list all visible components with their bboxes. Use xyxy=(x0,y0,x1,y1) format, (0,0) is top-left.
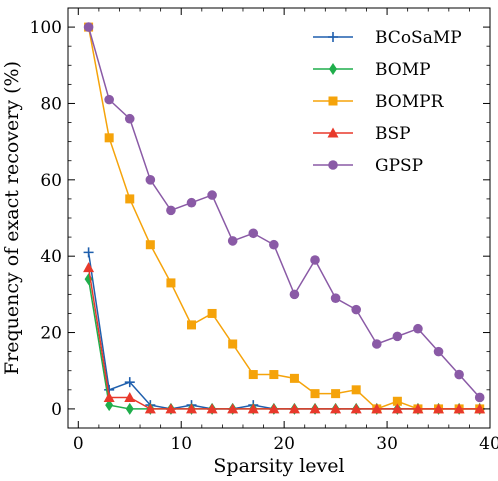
data-point xyxy=(104,133,114,143)
data-point xyxy=(207,190,217,200)
legend-item-gpsp: GPSP xyxy=(313,156,423,176)
x-axis-label: Sparsity level xyxy=(213,455,344,477)
data-point xyxy=(351,385,361,395)
data-point xyxy=(145,175,156,185)
data-point xyxy=(412,403,424,414)
data-point xyxy=(206,403,218,414)
data-point xyxy=(330,293,341,303)
x-tick-label: 20 xyxy=(273,434,295,454)
data-point xyxy=(124,391,136,402)
data-point xyxy=(105,399,114,412)
x-tick-label: 0 xyxy=(73,434,84,454)
data-point xyxy=(83,247,94,258)
y-tick-label: 40 xyxy=(40,247,62,267)
legend-label: BSP xyxy=(375,124,411,144)
series-bompr xyxy=(84,22,485,414)
data-point xyxy=(125,402,134,415)
data-point xyxy=(227,236,238,246)
data-point xyxy=(166,205,176,216)
data-point xyxy=(371,339,382,349)
y-tick-label: 0 xyxy=(51,400,62,420)
data-point xyxy=(103,391,115,402)
y-tick-label: 80 xyxy=(40,94,62,114)
data-point xyxy=(433,403,445,414)
legend-marker xyxy=(327,127,339,138)
data-point xyxy=(350,403,362,414)
data-point xyxy=(248,228,259,239)
data-point xyxy=(289,289,300,300)
data-point xyxy=(269,239,279,250)
legend-label: BCoSaMP xyxy=(375,28,462,48)
data-point xyxy=(104,94,114,105)
data-point xyxy=(83,262,95,273)
axes: 0 10 20 30 40 0 20 40 60 80 100 Sparsity level Frequ… xyxy=(1,7,498,477)
legend-marker xyxy=(328,32,338,42)
data-point xyxy=(165,403,177,414)
series-line xyxy=(87,267,480,410)
data-point xyxy=(433,346,444,357)
x-tick-label: 30 xyxy=(376,434,398,454)
legend-item-bcosamp: BCoSaMP xyxy=(313,28,462,48)
data-point xyxy=(453,403,465,414)
data-point xyxy=(124,377,135,388)
series-line xyxy=(87,278,480,410)
y-axis-label: Frequency of exact recovery (%) xyxy=(1,61,23,375)
data-point xyxy=(227,403,239,414)
data-point xyxy=(392,331,403,342)
series-bcosamp xyxy=(83,247,485,414)
data-point xyxy=(186,197,197,208)
data-point xyxy=(269,370,279,380)
data-point xyxy=(145,240,155,250)
data-point xyxy=(187,320,197,330)
series-gpsp xyxy=(83,22,485,403)
data-point xyxy=(309,403,321,414)
data-point xyxy=(125,194,135,204)
data-point xyxy=(310,389,320,399)
data-point xyxy=(124,113,135,124)
y-tick-label: 20 xyxy=(40,324,62,344)
data-point xyxy=(144,403,156,414)
data-point xyxy=(83,22,94,32)
data-point xyxy=(371,403,383,414)
legend-item-bompr: BOMPR xyxy=(313,92,445,112)
legend-item-bsp: BSP xyxy=(313,124,411,144)
data-point xyxy=(268,403,280,414)
plot-area xyxy=(83,22,486,415)
data-point xyxy=(228,339,238,349)
series-bsp xyxy=(83,262,486,414)
data-point xyxy=(207,308,217,318)
data-point xyxy=(289,373,299,383)
data-point xyxy=(288,403,300,414)
y-tick-label: 60 xyxy=(40,171,62,191)
data-point xyxy=(186,403,198,414)
legend-item-bomp: BOMP xyxy=(313,60,431,80)
data-point xyxy=(454,369,464,380)
data-point xyxy=(474,403,486,414)
legend: BCoSaMP BOMP BOMPR BSP GPSP xyxy=(313,28,462,176)
data-point xyxy=(330,403,342,414)
data-point xyxy=(392,396,402,406)
data-point xyxy=(474,392,485,403)
data-point xyxy=(413,323,423,334)
legend-marker xyxy=(329,63,337,75)
x-tick-label: 40 xyxy=(479,434,498,454)
y-tick-label: 100 xyxy=(30,18,62,38)
data-point xyxy=(166,278,176,288)
data-point xyxy=(248,370,258,380)
legend-label: BOMPR xyxy=(375,92,445,112)
data-point xyxy=(247,403,259,414)
legend-marker xyxy=(328,96,338,106)
legend-label: GPSP xyxy=(375,156,423,176)
series-bomp xyxy=(84,273,484,415)
data-point xyxy=(331,389,341,399)
series-line xyxy=(87,26,481,398)
series-line xyxy=(87,26,480,410)
data-point xyxy=(351,304,361,315)
legend-marker xyxy=(328,160,338,170)
data-point xyxy=(391,403,403,414)
x-tick-label: 10 xyxy=(170,434,192,454)
data-point xyxy=(310,255,320,265)
legend-label: BOMP xyxy=(375,60,431,80)
